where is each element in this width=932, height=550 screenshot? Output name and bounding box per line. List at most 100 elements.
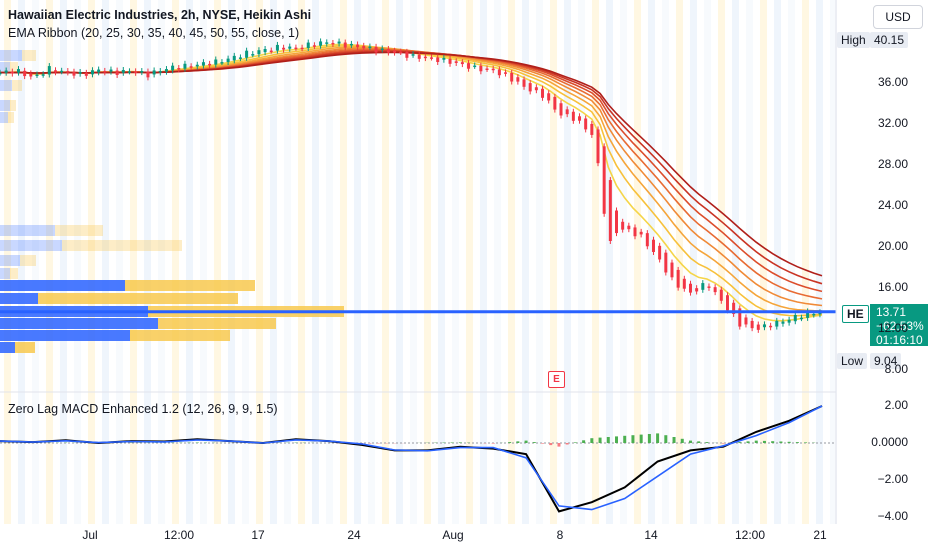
session-band xyxy=(634,0,641,524)
up-candle xyxy=(473,65,477,68)
down-candle xyxy=(23,70,27,77)
time-tick-label: 8 xyxy=(556,528,564,542)
up-candle xyxy=(319,41,323,46)
earnings-marker[interactable]: E xyxy=(548,371,565,388)
macd-histogram-bar xyxy=(541,443,545,444)
down-candle xyxy=(615,210,618,234)
down-candle xyxy=(769,325,773,328)
down-candle xyxy=(312,45,316,47)
session-band xyxy=(382,0,389,524)
macd-histogram-bar xyxy=(491,443,495,444)
down-candle xyxy=(29,73,33,77)
volume-profile-bar xyxy=(20,255,36,266)
volume-profile-bar xyxy=(15,342,35,353)
down-candle xyxy=(399,51,403,54)
macd-histogram-bar xyxy=(557,443,561,447)
session-band xyxy=(256,0,263,524)
down-candle xyxy=(269,50,273,53)
volume-profile-bar xyxy=(0,342,15,353)
down-candle xyxy=(189,66,193,68)
down-candle xyxy=(430,57,434,59)
down-candle xyxy=(485,68,489,71)
up-candle xyxy=(775,320,779,327)
session-band xyxy=(802,0,809,524)
down-candle xyxy=(547,93,551,101)
down-candle xyxy=(72,71,76,76)
macd-histogram-bar xyxy=(368,443,372,444)
up-candle xyxy=(127,71,131,73)
up-candle xyxy=(787,319,791,323)
price-tick-label: 32.00 xyxy=(877,116,908,131)
volume-profile-bar xyxy=(0,255,20,266)
volume-profile-bar xyxy=(0,100,10,111)
up-candle xyxy=(35,74,39,77)
session-band xyxy=(452,0,459,524)
currency-button[interactable]: USD xyxy=(873,5,923,29)
down-candle xyxy=(356,44,360,48)
up-candle xyxy=(0,72,2,75)
macd-histogram-bar xyxy=(458,442,462,443)
up-candle xyxy=(245,50,249,58)
ema-ribbon-legend[interactable]: EMA Ribbon (20, 25, 30, 35, 40, 45, 50, … xyxy=(8,26,300,40)
down-candle xyxy=(417,54,421,59)
session-band xyxy=(74,0,81,524)
session-band xyxy=(578,0,585,524)
down-candle xyxy=(522,79,526,87)
up-candle xyxy=(140,71,144,73)
down-candle xyxy=(732,302,736,314)
down-candle xyxy=(695,288,699,292)
session-band xyxy=(438,0,445,524)
up-candle xyxy=(325,42,329,44)
session-band xyxy=(466,0,473,524)
session-band xyxy=(18,0,25,524)
volume-profile-bar xyxy=(0,62,10,73)
session-band xyxy=(424,0,431,524)
macd-histogram-bar xyxy=(754,440,758,443)
macd-histogram-bar xyxy=(738,442,742,443)
macd-histogram-bar xyxy=(524,440,528,443)
down-candle xyxy=(208,63,212,66)
down-candle xyxy=(571,111,575,121)
macd-histogram-bar xyxy=(787,441,791,443)
volume-profile-bar xyxy=(0,112,8,123)
macd-legend[interactable]: Zero Lag MACD Enhanced 1.2 (12, 26, 9, 9… xyxy=(8,402,278,416)
up-candle xyxy=(306,42,310,48)
time-tick-label: 21 xyxy=(813,528,827,542)
down-candle xyxy=(331,42,335,45)
down-candle xyxy=(467,63,471,69)
session-band xyxy=(200,0,207,524)
macd-histogram-bar xyxy=(804,442,808,443)
down-candle xyxy=(738,308,742,327)
up-candle xyxy=(251,54,255,56)
down-candle xyxy=(645,233,649,247)
up-candle xyxy=(214,59,218,65)
down-candle xyxy=(10,71,14,74)
session-band xyxy=(508,0,515,524)
session-band xyxy=(746,0,753,524)
down-candle xyxy=(386,49,390,53)
session-band xyxy=(186,0,193,524)
macd-histogram-bar xyxy=(688,440,692,443)
down-candle xyxy=(405,51,409,58)
high-label: High xyxy=(837,32,870,48)
low-label: Low xyxy=(837,353,868,369)
down-candle xyxy=(744,317,748,325)
down-candle xyxy=(53,70,57,73)
volume-profile-bar xyxy=(0,268,10,279)
down-candle xyxy=(454,61,458,63)
time-tick-label: Jul xyxy=(82,528,98,542)
session-band xyxy=(88,0,95,524)
volume-profile-bar xyxy=(0,80,12,91)
price-tick-label: 24.00 xyxy=(877,198,908,213)
session-band xyxy=(298,0,305,524)
down-candle xyxy=(491,68,495,71)
down-candle xyxy=(103,70,107,73)
volume-profile-bar xyxy=(0,240,62,251)
down-candle xyxy=(596,129,600,164)
up-candle xyxy=(337,41,341,44)
down-candle xyxy=(676,269,680,288)
session-band xyxy=(396,0,403,524)
macd-tick-label: 2.00 xyxy=(884,398,908,412)
up-candle xyxy=(109,69,113,72)
